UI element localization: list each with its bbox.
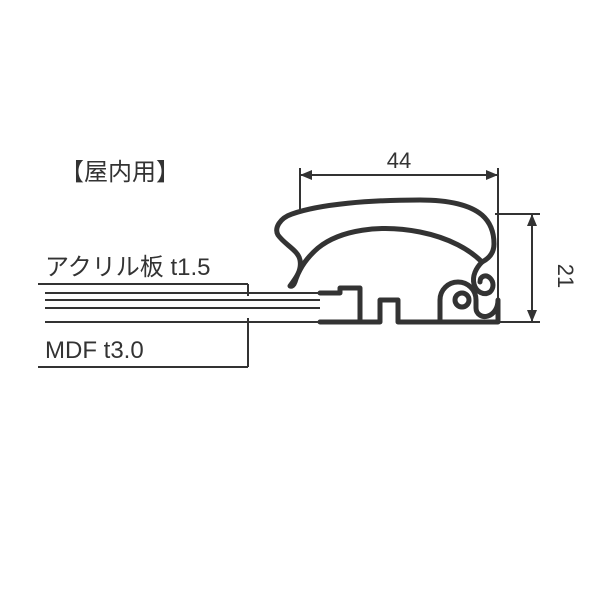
mdf-label: MDF t3.0 [45,337,144,364]
acrylic-label: アクリル板 t1.5 [45,254,211,281]
profile-hinge-pin [455,293,469,307]
profile-top-cap [277,200,494,286]
profile-base [320,282,498,322]
dimension-top-value: 44 [387,148,411,173]
dimension-top: 44 [300,148,498,300]
profile-hinge [473,262,493,294]
profile-diagram: 【屋内用】 アクリル板 t1.5 MDF t3.0 44 [0,0,600,600]
diagram-title: 【屋内用】 [60,159,180,186]
dimension-right: 21 [495,214,578,322]
dimension-right-value: 21 [553,264,578,288]
